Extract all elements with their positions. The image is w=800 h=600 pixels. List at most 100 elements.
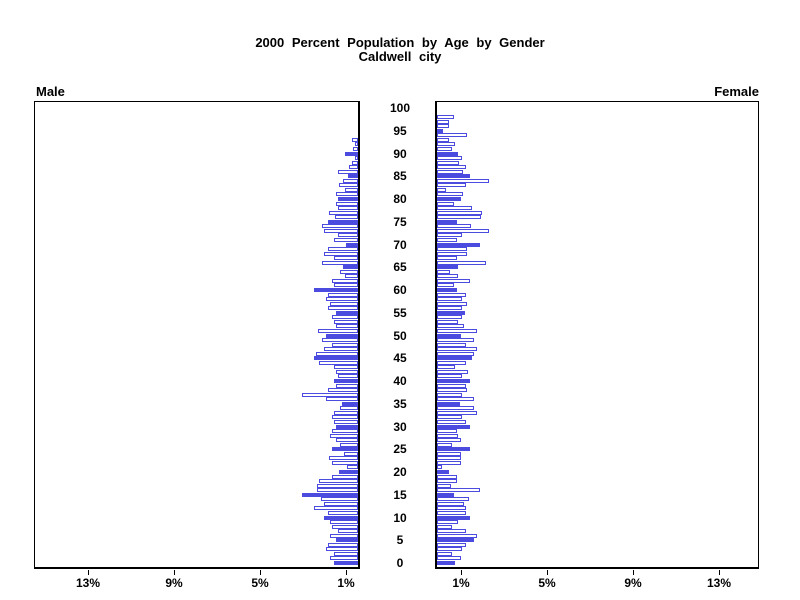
male-bar-age-21 (347, 465, 358, 469)
male-pct-tick-label-9: 9% (165, 576, 183, 590)
female-bar-age-22 (437, 461, 461, 465)
female-bar-age-85 (437, 174, 470, 178)
female-pct-tick-label-5: 5% (538, 576, 556, 590)
female-pct-tick-label-9: 9% (624, 576, 642, 590)
female-bar-age-82 (437, 188, 446, 192)
female-bar-age-78 (437, 206, 472, 210)
female-bar-age-66 (437, 261, 486, 265)
chart-title: 2000 Percent Population by Age by Gender… (0, 36, 800, 64)
age-tick-label-45: 45 (393, 351, 407, 365)
female-bar-age-68 (437, 252, 467, 256)
female-bar-age-6 (437, 534, 477, 538)
female-bar-age-24 (437, 452, 461, 456)
female-pct-tick-label-13: 13% (706, 576, 732, 590)
male-bar-age-71 (334, 238, 358, 242)
age-tick-label-15: 15 (393, 488, 407, 502)
female-bar-age-73 (437, 229, 489, 233)
female-bar-age-34 (437, 406, 474, 410)
female-pct-tick (719, 570, 720, 575)
female-bar-age-81 (437, 192, 463, 196)
age-tick-label-10: 10 (393, 511, 407, 525)
age-tick-label-65: 65 (393, 260, 407, 274)
age-tick-label-20: 20 (393, 465, 407, 479)
female-bar-age-46 (437, 352, 474, 356)
female-bar-age-67 (437, 256, 457, 260)
female-bar-age-41 (437, 374, 462, 378)
male-bar-age-82 (345, 188, 358, 192)
age-tick-label-30: 30 (393, 420, 407, 434)
female-bar-age-79 (437, 202, 454, 206)
female-bar-age-63 (437, 274, 458, 278)
male-bar-age-46 (316, 352, 358, 356)
male-bar-age-68 (324, 252, 358, 256)
male-bar-age-45 (314, 356, 358, 360)
male-bar-age-29 (332, 429, 358, 433)
male-bar-age-90 (345, 152, 358, 156)
male-bar-age-73 (324, 229, 358, 233)
male-bar-age-27 (336, 438, 358, 442)
female-bar-age-23 (437, 456, 461, 460)
age-tick-label-85: 85 (393, 169, 407, 183)
male-bar-age-13 (324, 502, 358, 506)
age-tick-label-100: 100 (389, 101, 411, 115)
female-bar-age-31 (437, 420, 466, 424)
female-bar-age-92 (437, 142, 455, 146)
male-bar-age-11 (328, 511, 358, 515)
male-bar-age-9 (330, 520, 358, 524)
male-bar-age-84 (343, 179, 358, 183)
female-bar-age-97 (437, 120, 449, 124)
male-bar-age-78 (338, 206, 358, 210)
female-bar-age-27 (437, 438, 461, 442)
female-bar-age-29 (437, 429, 457, 433)
male-bar-age-89 (355, 156, 358, 160)
female-bar-age-98 (437, 115, 454, 119)
male-bar-age-60 (314, 288, 358, 292)
female-bar-age-90 (437, 152, 458, 156)
male-bar-age-7 (338, 529, 358, 533)
female-bar-age-56 (437, 306, 462, 310)
female-bar-age-62 (437, 279, 470, 283)
male-bar-age-66 (322, 261, 358, 265)
male-pct-tick (174, 570, 175, 575)
female-bar-age-83 (437, 183, 466, 187)
female-bar-age-14 (437, 497, 469, 501)
male-bar-age-92 (355, 142, 358, 146)
male-bar-age-20 (339, 470, 358, 474)
male-bar-age-28 (330, 434, 358, 438)
male-bar-age-4 (328, 543, 358, 547)
female-bar-age-2 (437, 552, 452, 556)
age-tick-label-35: 35 (393, 397, 407, 411)
age-tick-label-0: 0 (396, 556, 404, 570)
female-bar-age-87 (437, 165, 466, 169)
male-bar-age-93 (352, 138, 358, 142)
female-bar-age-60 (437, 288, 457, 292)
male-bar-age-42 (336, 370, 358, 374)
female-bar-age-77 (437, 211, 482, 215)
male-bar-age-15 (302, 493, 358, 497)
female-bar-age-20 (437, 470, 449, 474)
male-bar-age-43 (334, 365, 358, 369)
male-bars-panel (34, 101, 360, 569)
chart-title-line1: 2000 Percent Population by Age by Gender (255, 35, 545, 50)
age-tick-label-25: 25 (393, 442, 407, 456)
male-bar-age-91 (353, 147, 358, 151)
female-bar-age-19 (437, 475, 457, 479)
female-bar-age-43 (437, 365, 455, 369)
male-pct-tick-label-13: 13% (75, 576, 101, 590)
female-pct-tick (547, 570, 548, 575)
female-bar-age-53 (437, 320, 458, 324)
male-bar-age-54 (332, 315, 358, 319)
male-bar-age-1 (330, 556, 358, 560)
male-bar-age-79 (336, 202, 358, 206)
male-bar-age-58 (326, 297, 358, 301)
male-bar-age-64 (340, 270, 358, 274)
female-bar-age-9 (437, 520, 458, 524)
age-tick-label-70: 70 (393, 238, 407, 252)
female-bar-age-61 (437, 283, 454, 287)
male-bar-age-87 (349, 165, 358, 169)
female-bar-age-42 (437, 370, 468, 374)
male-bar-age-17 (317, 484, 358, 488)
male-bar-age-81 (336, 192, 358, 196)
female-bar-age-26 (437, 443, 452, 447)
